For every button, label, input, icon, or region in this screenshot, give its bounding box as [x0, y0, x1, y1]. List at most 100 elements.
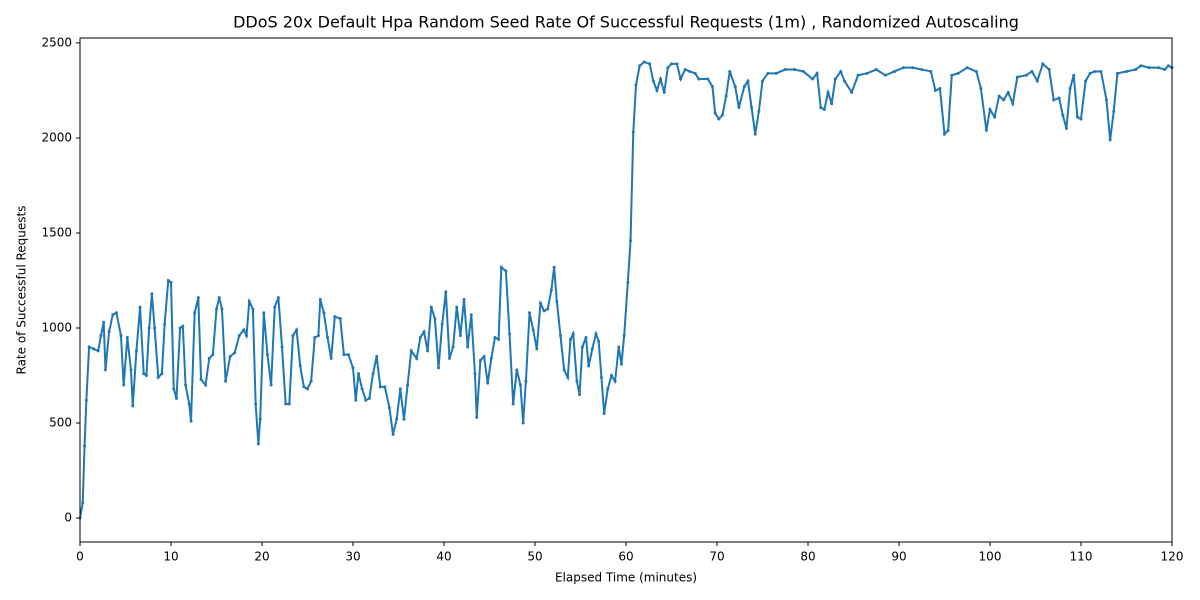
data-point: [114, 311, 118, 315]
data-point: [302, 385, 306, 389]
data-point: [351, 366, 355, 370]
data-point: [444, 290, 448, 294]
data-point: [713, 111, 717, 115]
data-point: [822, 107, 826, 111]
data-point: [815, 71, 819, 75]
data-point: [518, 383, 522, 387]
data-point: [489, 356, 493, 360]
data-point: [761, 79, 764, 83]
y-tick-label: 1000: [41, 321, 72, 335]
data-point: [84, 398, 88, 402]
data-point: [666, 66, 670, 70]
data-point: [497, 337, 501, 341]
data-point: [524, 379, 528, 383]
data-point: [956, 71, 960, 75]
data-point: [737, 106, 741, 110]
data-point: [575, 379, 579, 383]
data-point: [409, 349, 413, 353]
data-point: [329, 356, 333, 360]
data-point: [245, 334, 249, 338]
data-point: [1088, 71, 1092, 75]
data-point: [965, 66, 969, 70]
data-point: [580, 345, 584, 349]
y-tick-label: 500: [49, 416, 72, 430]
data-point: [594, 332, 598, 336]
data-point: [144, 374, 148, 378]
data-point: [609, 374, 613, 378]
data-point: [599, 375, 603, 379]
data-point: [1061, 113, 1065, 117]
data-point: [422, 330, 426, 334]
data-point: [187, 402, 191, 406]
data-point: [710, 85, 714, 89]
data-point: [333, 315, 337, 319]
data-point: [679, 77, 683, 81]
data-point: [856, 73, 860, 77]
data-point: [819, 106, 823, 110]
data-point: [622, 334, 626, 338]
data-point: [1104, 98, 1108, 102]
data-point: [728, 69, 732, 73]
data-point: [1108, 138, 1112, 142]
data-point: [316, 334, 320, 338]
data-point: [929, 69, 933, 73]
data-point: [309, 379, 313, 383]
data-point: [273, 305, 277, 309]
data-point: [342, 353, 346, 357]
data-point: [166, 278, 170, 282]
data-point: [318, 298, 322, 302]
data-point: [326, 336, 330, 340]
data-point: [178, 326, 182, 330]
x-tick-label: 100: [979, 550, 1002, 564]
data-point: [220, 307, 224, 311]
data-point: [138, 305, 142, 309]
data-point: [433, 317, 437, 321]
data-point: [675, 62, 679, 66]
data-point: [1030, 69, 1034, 73]
data-point: [298, 364, 302, 368]
data-point: [830, 102, 834, 106]
data-point: [402, 417, 406, 421]
data-point: [383, 385, 387, 389]
x-tick-label: 10: [163, 550, 178, 564]
data-point: [184, 383, 188, 387]
data-point: [258, 417, 262, 421]
data-point: [486, 381, 490, 385]
data-point: [811, 77, 815, 81]
data-point: [415, 356, 419, 360]
data-point: [662, 90, 666, 94]
data-point: [367, 396, 371, 400]
data-point: [96, 349, 100, 353]
data-point: [107, 330, 111, 334]
data-point: [103, 368, 107, 372]
data-point: [346, 353, 350, 357]
data-point: [993, 115, 997, 119]
data-point: [997, 94, 1001, 98]
data-point: [1047, 68, 1051, 72]
data-point: [475, 415, 479, 419]
data-point: [134, 349, 138, 353]
y-tick-label: 1500: [41, 225, 72, 239]
x-tick-label: 0: [76, 550, 84, 564]
x-tick-label: 50: [527, 550, 542, 564]
data-point: [1002, 98, 1006, 102]
data-point: [1072, 73, 1076, 77]
data-point: [531, 328, 535, 332]
x-tick-label: 30: [345, 550, 360, 564]
data-point: [153, 326, 157, 330]
data-point: [163, 322, 167, 326]
data-point: [774, 71, 778, 75]
data-point: [626, 280, 630, 284]
data-point: [284, 402, 288, 406]
data-point: [1163, 68, 1167, 72]
data-point: [783, 68, 787, 72]
data-point: [482, 355, 486, 359]
data-point: [99, 334, 103, 338]
data-point: [81, 501, 85, 505]
data-point: [215, 307, 218, 311]
data-point: [578, 393, 582, 397]
data-point: [651, 79, 655, 83]
data-point: [1156, 66, 1160, 70]
data-point: [92, 347, 96, 351]
